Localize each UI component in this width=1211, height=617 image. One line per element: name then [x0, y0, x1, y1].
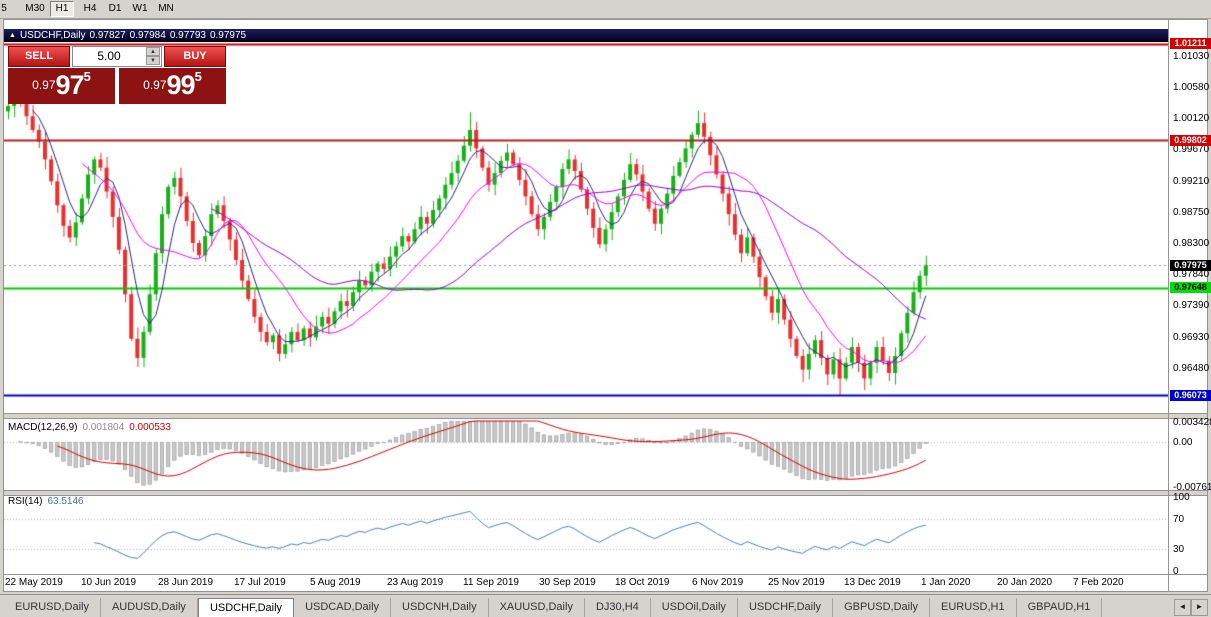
timeframe-button-w1[interactable]: W1: [128, 1, 152, 17]
date-label: 25 Nov 2019: [768, 577, 825, 588]
rsi-axis-label: 30: [1173, 544, 1185, 555]
timeframe-button-mn[interactable]: MN: [153, 1, 179, 17]
rsi-pane-divider[interactable]: [4, 490, 1207, 496]
date-label: 23 Aug 2019: [387, 577, 444, 588]
volume-up-icon[interactable]: ▲: [146, 47, 160, 56]
rsi-axis-label: 70: [1173, 514, 1185, 525]
chart-tab-xauusd-daily[interactable]: XAUUSD,Daily: [489, 598, 585, 617]
macd-pane-divider[interactable]: [4, 413, 1207, 419]
macd-axis-label: 0.00: [1173, 437, 1193, 448]
ohlc-low: 0.97793: [169, 30, 206, 41]
chart-tab-usdcad-daily[interactable]: USDCAD,Daily: [294, 598, 392, 617]
price-tick: 0.99670: [1173, 144, 1210, 155]
price-tick: 0.96480: [1173, 363, 1210, 374]
date-label: 22 May 2019: [5, 577, 63, 588]
chart-tab-eurusd-daily[interactable]: EURUSD,Daily: [4, 598, 101, 617]
macd-axis-label: 0.003428: [1173, 417, 1211, 428]
chart-tab-bar: EURUSD,Daily AUDUSD,Daily USDCHF,Daily USDC…: [0, 594, 1211, 617]
ohlc-close: 0.97975: [209, 30, 247, 41]
buy-button[interactable]: BUY: [164, 46, 226, 67]
price-tick: 0.96930: [1173, 332, 1210, 343]
support-line-tag: 0.96073: [1170, 390, 1211, 401]
tab-scroll-left-icon[interactable]: ◄: [1174, 599, 1191, 616]
rsi-indicator-label: RSI(14) 63.5146: [8, 496, 84, 507]
date-label: 20 Jan 2020: [997, 577, 1053, 588]
timeframe-button-h4[interactable]: H4: [78, 1, 102, 17]
timeframe-button-5[interactable]: 5: [0, 1, 18, 17]
date-label: 13 Dec 2019: [844, 577, 901, 588]
rsi-axis-label: 100: [1173, 492, 1190, 503]
price-tick: 0.97840: [1173, 269, 1210, 280]
support-line-tag: 0.97648: [1170, 282, 1211, 293]
date-label: 1 Jan 2020: [921, 577, 971, 588]
date-label: 6 Nov 2019: [692, 577, 744, 588]
date-label: 7 Feb 2020: [1073, 577, 1124, 588]
price-tick: 1.00120: [1173, 113, 1210, 124]
price-tick: 0.97390: [1173, 300, 1210, 311]
chart-tab-gbpaud-h1[interactable]: GBPAUD,H1: [1017, 598, 1103, 617]
price-tick: 0.98750: [1173, 207, 1210, 218]
rsi-axis-label: 0: [1173, 566, 1179, 577]
volume-down-icon[interactable]: ▼: [146, 56, 160, 65]
price-chart-canvas[interactable]: [4, 33, 1168, 575]
timeframe-button-m30[interactable]: M30: [20, 1, 50, 17]
price-axis-divider: [1168, 20, 1169, 592]
chart-tab-usdchf-daily[interactable]: USDCHF,Daily: [197, 598, 295, 617]
timeframe-button-d1[interactable]: D1: [103, 1, 127, 17]
tab-scroll-right-icon[interactable]: ►: [1191, 599, 1208, 616]
price-tick: 1.00580: [1173, 82, 1210, 93]
volume-value[interactable]: 5.00: [97, 49, 121, 63]
current-price-tag: 0.97975: [1170, 260, 1211, 271]
time-axis-divider: [4, 574, 1207, 575]
trade-prices-row: 0.97975 0.97995: [8, 68, 226, 104]
price-tick: 0.98300: [1173, 238, 1210, 249]
date-label: 17 Jul 2019: [234, 577, 286, 588]
collapse-icon[interactable]: ▲: [9, 32, 16, 39]
chart-symbol-period: USDCHF,Daily: [19, 30, 86, 41]
date-label: 30 Sep 2019: [539, 577, 596, 588]
chart-tab-eurusd-h1[interactable]: EURUSD,H1: [930, 598, 1017, 617]
chart-tab-usdoil-daily[interactable]: USDOil,Daily: [651, 598, 738, 617]
chart-tab-gbpusd-daily[interactable]: GBPUSD,Daily: [833, 598, 931, 617]
chart-tabs: EURUSD,Daily AUDUSD,Daily USDCHF,Daily USDC…: [4, 598, 1103, 617]
ohlc-open: 0.97827: [89, 30, 126, 41]
chart-tab-dj30-h4[interactable]: DJ30,H4: [585, 598, 651, 617]
chart-tab-usdcnh-daily[interactable]: USDCNH,Daily: [391, 598, 489, 617]
timeframe-toolbar: 5 M30 H1 H4 D1 W1 MN: [0, 0, 1211, 19]
chart-tab-audusd-daily[interactable]: AUDUSD,Daily: [101, 598, 198, 617]
resistance-line-tag: 1.01211: [1170, 38, 1211, 49]
price-tick: 1.01030: [1173, 51, 1210, 62]
chart-tab-usdchf-daily[interactable]: USDCHF,Daily: [738, 598, 834, 617]
date-label: 28 Jun 2019: [158, 577, 214, 588]
macd-indicator-label: MACD(12,26,9) 0.001804 0.000533: [8, 422, 171, 433]
date-label: 5 Aug 2019: [310, 577, 361, 588]
ask-price[interactable]: 0.97995: [119, 68, 226, 104]
date-label: 11 Sep 2019: [463, 577, 519, 588]
price-tick: 0.99210: [1173, 176, 1210, 187]
trade-buttons-row: SELL 5.00 ▲ ▼ BUY: [8, 46, 226, 67]
bid-price[interactable]: 0.97975: [8, 68, 115, 104]
resistance-line-tag: 0.99802: [1170, 135, 1211, 146]
ohlc-high: 0.97984: [129, 30, 166, 41]
volume-field[interactable]: 5.00 ▲ ▼: [72, 46, 162, 67]
timeframe-button-h1[interactable]: H1: [50, 1, 74, 17]
date-label: 10 Jun 2019: [81, 577, 137, 588]
macd-axis-label: -0.007615: [1173, 482, 1211, 493]
sell-button[interactable]: SELL: [8, 46, 70, 67]
chart-title-bar[interactable]: ▲ USDCHF,Daily 0.97827 0.97984 0.97793 0.9797…: [4, 29, 1168, 42]
one-click-trade-panel: SELL 5.00 ▲ ▼ BUY 0.97975 0.97995: [8, 46, 226, 104]
date-label: 18 Oct 2019: [615, 577, 670, 588]
